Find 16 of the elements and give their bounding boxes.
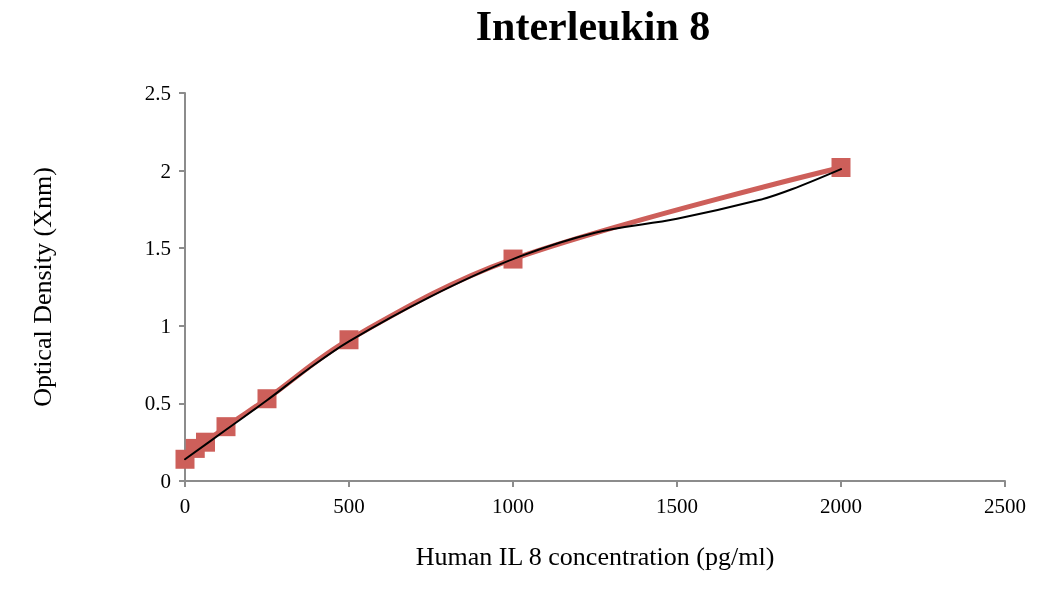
y-tick-label: 2.5 (144, 81, 171, 105)
x-tick-label: 500 (333, 493, 365, 518)
y-tick-label: 1.5 (144, 236, 171, 261)
x-tick-label: 1000 (492, 493, 534, 518)
x-tick-label: 1500 (656, 493, 698, 518)
x-tick-label: 0 (179, 493, 191, 518)
y-tick-label: 2 (160, 158, 171, 183)
y-axis-title: Optical Density (Xnm) (27, 167, 57, 407)
chart-title: Interleukin 8 (475, 3, 711, 49)
y-tick-label: 1 (160, 313, 171, 338)
x-tick-label: 2000 (820, 493, 862, 518)
x-axis-title: Human IL 8 concentration (pg/ml) (415, 541, 775, 571)
y-tick-label: 0.5 (144, 391, 171, 416)
x-tick-label: 2500 (984, 493, 1026, 518)
point (831, 158, 851, 177)
y-tick-label: 0 (160, 469, 171, 493)
